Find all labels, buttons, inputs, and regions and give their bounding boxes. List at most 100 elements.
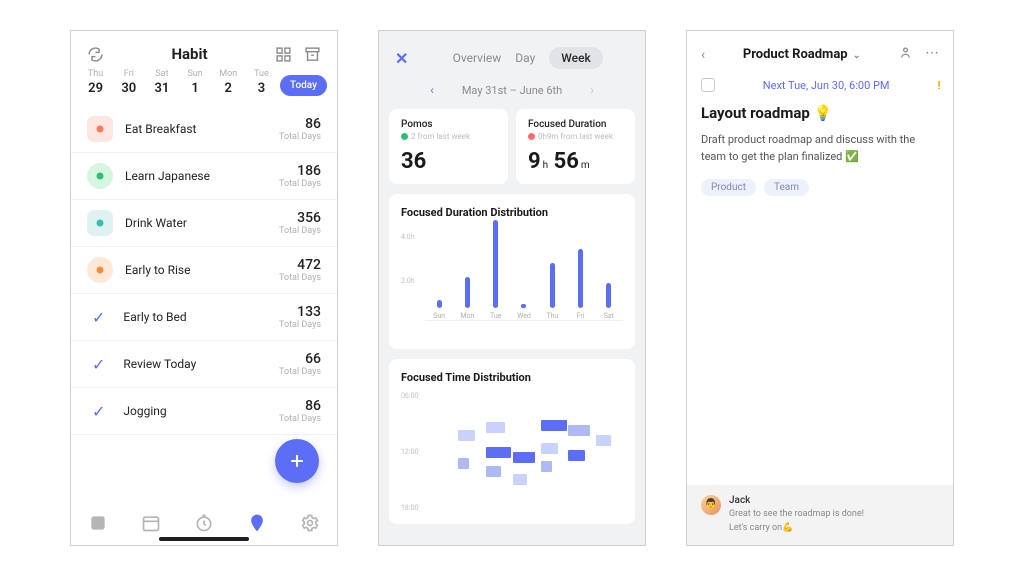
pomos-sub: 2 from last week (401, 132, 496, 141)
habit-name: Early to Rise (125, 263, 279, 277)
task-body: Layout roadmap 💡 Draft product roadmap a… (687, 104, 953, 196)
duration-card[interactable]: Focused Duration 0h9m from last week 9h … (516, 109, 635, 184)
comment-line2: Let's carry on💪 (729, 522, 864, 535)
day-thu[interactable]: Thu29 (81, 69, 110, 96)
habit-title: Habit (104, 45, 275, 63)
check-icon: ✓ (92, 402, 105, 421)
bar-label: Wed (517, 312, 531, 320)
bar-label: Tue (490, 312, 501, 320)
bar-label: Thu (546, 312, 558, 320)
habit-sub: Total Days (279, 226, 321, 236)
habit-row[interactable]: Early to Rise472Total Days (71, 247, 337, 294)
duration-sub: 0h9m from last week (528, 132, 623, 141)
task-checkbox[interactable] (701, 78, 715, 92)
habit-value: 186 (279, 163, 321, 179)
habit-value: 86 (279, 116, 321, 132)
tab-tasks-icon[interactable] (88, 513, 108, 533)
habit-row[interactable]: Learn Japanese186Total Days (71, 153, 337, 200)
habit-row[interactable]: ✓Review Today66Total Days (71, 341, 337, 388)
day-sun[interactable]: Sun1 (181, 69, 210, 96)
tab-overview[interactable]: Overview (453, 51, 502, 65)
duration-title: Focused Duration (528, 119, 623, 130)
archive-icon[interactable] (304, 46, 321, 63)
habit-sub: Total Days (279, 179, 321, 189)
time-dist-panel: Focused Time Distribution 06:00 12:00 18… (389, 359, 635, 524)
day-sat[interactable]: Sat31 (147, 69, 176, 96)
home-indicator (159, 537, 249, 541)
habit-row[interactable]: ✓Jogging86Total Days (71, 388, 337, 435)
habit-value: 472 (279, 257, 321, 273)
bar (493, 220, 498, 308)
more-icon[interactable]: ⋯ (925, 45, 939, 64)
share-icon[interactable] (898, 45, 913, 64)
habit-name: Review Today (123, 357, 279, 371)
tab-calendar-icon[interactable] (141, 513, 161, 533)
close-icon[interactable]: ✕ (395, 49, 408, 68)
heat-block (486, 422, 505, 433)
heat-block (458, 458, 469, 469)
tab-week[interactable]: Week (549, 47, 603, 69)
tag-team[interactable]: Team (764, 179, 809, 196)
bar (550, 263, 555, 308)
bar-label: Sun (433, 312, 445, 320)
heat-block (541, 420, 567, 431)
sync-icon[interactable] (87, 46, 104, 63)
time-dist-title: Focused Time Distribution (401, 371, 623, 384)
task-tags: Product Team (701, 179, 939, 196)
comment-bar: 👨 Jack Great to see the roadmap is done!… (687, 485, 953, 545)
grid-icon[interactable] (275, 46, 292, 63)
add-habit-fab[interactable] (275, 439, 319, 483)
habit-value: 356 (279, 210, 321, 226)
chevron-down-icon: ⌄ (851, 51, 861, 61)
day-fri[interactable]: Fri30 (114, 69, 143, 96)
habit-row[interactable]: ✓Early to Bed133Total Days (71, 294, 337, 341)
task-title[interactable]: Layout roadmap 💡 (701, 104, 939, 122)
bar (606, 283, 611, 308)
habit-name: Drink Water (125, 216, 279, 230)
task-header: ‹ Product Roadmap ⌄ ⋯ (687, 31, 953, 72)
heat-block (596, 435, 611, 446)
habit-icon (87, 116, 113, 142)
today-button[interactable]: Today (280, 75, 327, 96)
pomos-card[interactable]: Pomos 2 from last week 36 (389, 109, 508, 184)
list-title[interactable]: Product Roadmap ⌄ (715, 47, 888, 62)
priority-flags[interactable]: !! (937, 79, 939, 92)
habit-sub: Total Days (279, 273, 321, 283)
heat-block (568, 425, 590, 436)
bar-label: Mon (460, 312, 474, 320)
bar (465, 277, 470, 308)
comment-author: Jack (729, 495, 864, 506)
habit-icon (87, 257, 113, 283)
tag-product[interactable]: Product (701, 179, 756, 196)
focus-stats-screen: ✕ Overview Day Week ‹ May 31st – June 6t… (378, 30, 646, 546)
calendar-strip[interactable]: Thu29 Fri30 Sat31 Sun1 Mon2 Tue3 Today (71, 69, 337, 106)
habit-row[interactable]: Drink Water356Total Days (71, 200, 337, 247)
heat-block (458, 430, 474, 441)
bar (437, 300, 442, 308)
prev-week-icon[interactable]: ‹ (430, 83, 434, 97)
tab-day[interactable]: Day (515, 51, 535, 65)
habit-value: 66 (279, 351, 321, 367)
bar (521, 304, 526, 308)
task-description[interactable]: Draft product roadmap and discuss with t… (701, 132, 939, 165)
day-mon[interactable]: Mon2 (214, 69, 243, 96)
duration-bar-chart: 4.0h 2.0h SunMonTueWedThuFriSat (401, 227, 623, 337)
habit-sub: Total Days (279, 132, 321, 142)
tab-habit-icon[interactable] (247, 513, 267, 533)
tab-pomo-icon[interactable] (194, 513, 214, 533)
tab-settings-icon[interactable] (300, 513, 320, 533)
habit-row[interactable]: Eat Breakfast86Total Days (71, 106, 337, 153)
heat-block (513, 474, 527, 485)
next-week-icon[interactable]: › (590, 83, 594, 97)
day-tue[interactable]: Tue3 (247, 69, 276, 96)
pomos-title: Pomos (401, 119, 496, 130)
heat-block (541, 443, 559, 454)
duration-value: 9h 56m (528, 149, 623, 174)
heat-block (486, 466, 501, 477)
habit-name: Eat Breakfast (125, 122, 279, 136)
due-date[interactable]: Next Tue, Jun 30, 6:00 PM (725, 79, 927, 92)
avatar[interactable]: 👨 (701, 495, 721, 515)
habit-sub: Total Days (279, 414, 321, 424)
habit-name: Early to Bed (123, 310, 279, 324)
back-icon[interactable]: ‹ (701, 47, 705, 63)
